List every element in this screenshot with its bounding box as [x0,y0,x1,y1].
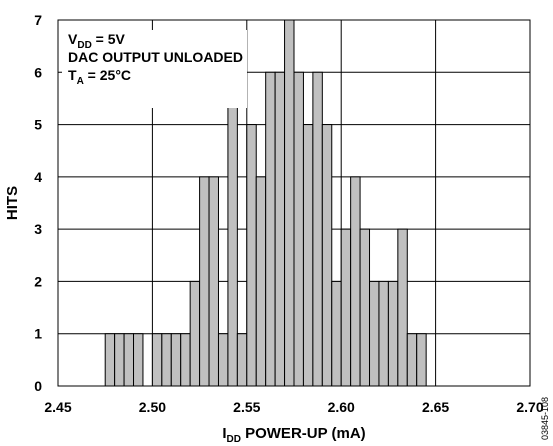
y-tick-label: 4 [34,169,42,185]
annotation-line: DAC OUTPUT UNLOADED [68,49,243,65]
y-tick-labels: 0 1 2 3 4 5 6 7 [34,12,42,394]
histogram-bar [397,228,408,387]
annotation-subscript: DD [77,40,91,51]
histogram-bar [199,176,210,387]
annotation-main: V [68,31,78,47]
annotation-rest: = 25°C [84,67,131,83]
annotation-rest: = 5V [92,31,126,47]
histogram-bar [104,333,116,387]
x-axis-title-rest: POWER-UP (mA) [241,425,366,442]
x-tick-label: 2.65 [422,399,449,415]
x-axis-title-subscript: DD [226,434,240,445]
y-tick-label: 2 [34,273,42,289]
histogram-bar [378,280,389,387]
histogram-bar [151,333,163,387]
histogram-bar [321,124,333,387]
histogram-bar [180,333,191,387]
histogram-bar [284,19,295,387]
histogram-bar [331,280,342,387]
histogram-bar [208,176,219,387]
x-axis-title: IDD POWER-UP (mA) [222,425,365,445]
annotation-subscript: A [77,76,84,87]
histogram-bar [406,333,418,387]
histogram-bar [350,176,361,387]
histogram-bar [369,280,380,387]
y-tick-label: 0 [34,378,42,394]
annotation-line: TA = 25°C [68,67,131,87]
histogram-bar [302,124,314,387]
y-tick-label: 7 [34,12,42,28]
histogram-bar [227,71,238,387]
histogram-bar [236,333,248,387]
y-tick-label: 1 [34,326,42,342]
y-tick-label: 3 [34,221,42,237]
histogram-bar [161,333,172,387]
histogram-bar [189,280,201,387]
annotation-line: VDD = 5V [68,31,126,51]
histogram-bar [133,333,144,387]
annotation-main: DAC OUTPUT UNLOADED [68,49,243,65]
x-tick-label: 2.60 [328,399,355,415]
histogram-bar [265,71,276,387]
histogram-bar [217,333,229,387]
y-tick-label: 5 [34,117,42,133]
histogram-bar [114,333,125,387]
x-tick-labels: 2.45 2.50 2.55 2.60 2.65 2.70 [44,399,543,415]
annotation-background [62,30,247,108]
histogram-bar [255,176,267,387]
histogram-bar [170,333,182,387]
x-tick-label: 2.50 [139,399,166,415]
y-axis-title: HITS [4,186,21,220]
figure-id: 03845-108 [540,397,550,440]
histogram-bar [123,333,135,387]
histogram-bar [387,280,399,387]
x-tick-label: 2.55 [233,399,260,415]
histogram-bar [312,71,323,387]
x-tick-label: 2.70 [516,399,543,415]
histogram-bar [416,333,427,387]
x-tick-label: 2.45 [44,399,71,415]
y-tick-label: 6 [34,64,42,80]
annotation-main: T [68,67,77,83]
histogram-bar [274,71,286,387]
x-axis-title-main: I [222,425,226,442]
histogram-bar [246,124,257,387]
plot-frame [57,19,531,387]
histogram-bar [340,228,352,387]
histogram-bar [359,228,371,387]
histogram-bar [293,71,304,387]
